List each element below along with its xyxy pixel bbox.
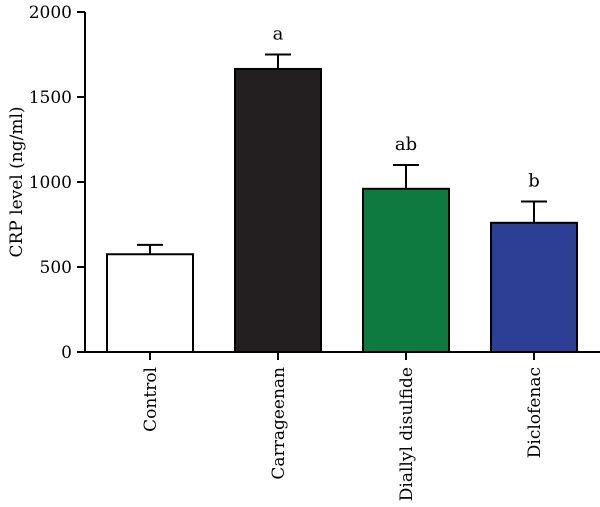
bar-carrageenan xyxy=(234,67,322,353)
y-tick-label: 1500 xyxy=(29,88,72,108)
x-axis-ticks: Control Carrageenan Diallyl disulfide Diclo… xyxy=(141,352,545,501)
y-tick-label: 1000 xyxy=(29,173,72,193)
error-bar xyxy=(265,53,291,69)
x-category-label: Diclofenac xyxy=(525,367,545,458)
significance-label: b xyxy=(528,171,540,192)
bar-control xyxy=(106,253,194,353)
x-category-label: Carrageenan xyxy=(269,367,289,480)
x-category-label: Control xyxy=(141,367,161,432)
y-tick-label: 0 xyxy=(61,343,72,363)
bar-diallyl-disulfide xyxy=(362,187,450,353)
significance-label: ab xyxy=(395,134,417,155)
error-bar xyxy=(521,200,547,223)
y-axis-ticks: 0 500 1000 1500 2000 xyxy=(29,3,85,363)
error-bars-group xyxy=(137,53,547,255)
significance-label: a xyxy=(273,24,284,45)
error-bar xyxy=(137,243,163,255)
x-category-label: Diallyl disulfide xyxy=(397,367,417,501)
error-bar xyxy=(393,164,419,189)
y-tick-label: 2000 xyxy=(29,3,72,23)
bar-diclofenac xyxy=(490,221,578,353)
bars-group xyxy=(106,67,578,353)
significance-labels: a ab b xyxy=(273,24,540,192)
y-tick-label: 500 xyxy=(40,258,72,278)
y-axis-label: CRP level (ng/ml) xyxy=(7,106,27,257)
